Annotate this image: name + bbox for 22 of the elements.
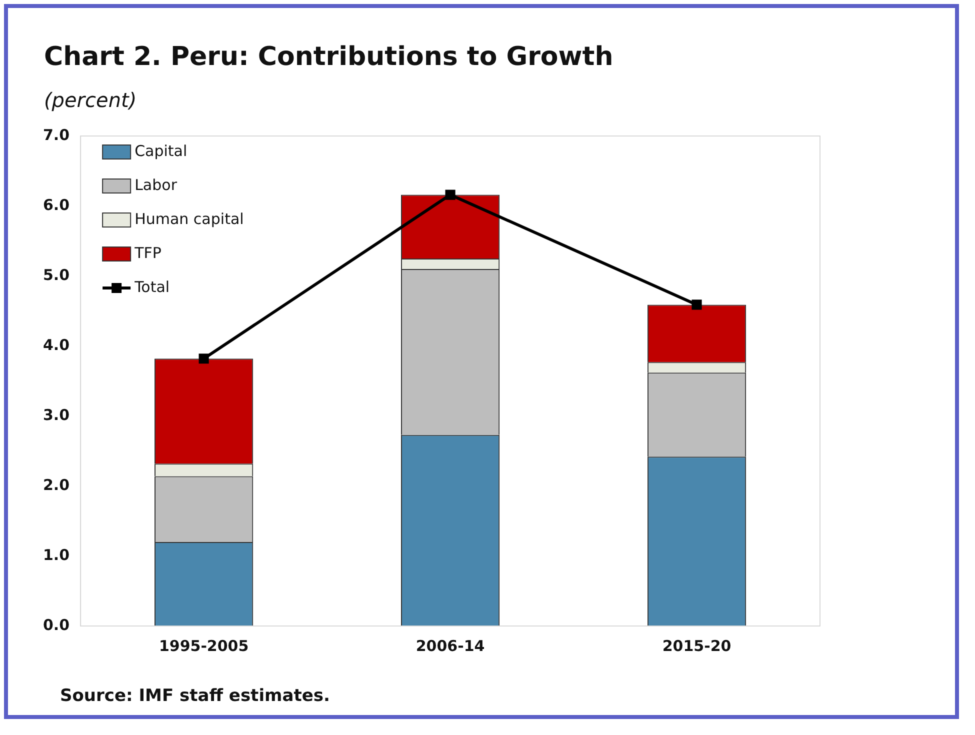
y-tick-label: 7.0 — [42, 126, 70, 144]
point — [692, 300, 702, 310]
y-tick-label: 6.0 — [42, 196, 70, 214]
legend-label: Human capital — [134, 210, 244, 228]
y-tick-label: 4.0 — [42, 336, 70, 354]
chart-title: Chart 2. Peru: Contributions to Growth — [44, 42, 614, 72]
source-note: Source: IMF staff estimates. — [60, 686, 330, 706]
y-tick-label: 0.0 — [42, 616, 70, 634]
point — [445, 190, 456, 200]
x-tick-label: 2006-14 — [416, 636, 485, 655]
legend-label: TFP — [134, 244, 162, 262]
y-tick-label: 5.0 — [42, 266, 70, 284]
legend-label: Labor — [134, 176, 178, 194]
chart-subtitle: (percent) — [44, 88, 137, 112]
point — [198, 354, 209, 364]
x-tick-label: 1995-2005 — [158, 636, 249, 655]
y-tick-label: 2.0 — [42, 476, 70, 494]
x-tick-label: 2015-20 — [662, 636, 732, 655]
y-tick-label: 3.0 — [42, 406, 70, 424]
legend-label: Capital — [134, 142, 188, 160]
y-tick-label: 1.0 — [42, 546, 70, 564]
legend-label: Total — [134, 278, 170, 296]
